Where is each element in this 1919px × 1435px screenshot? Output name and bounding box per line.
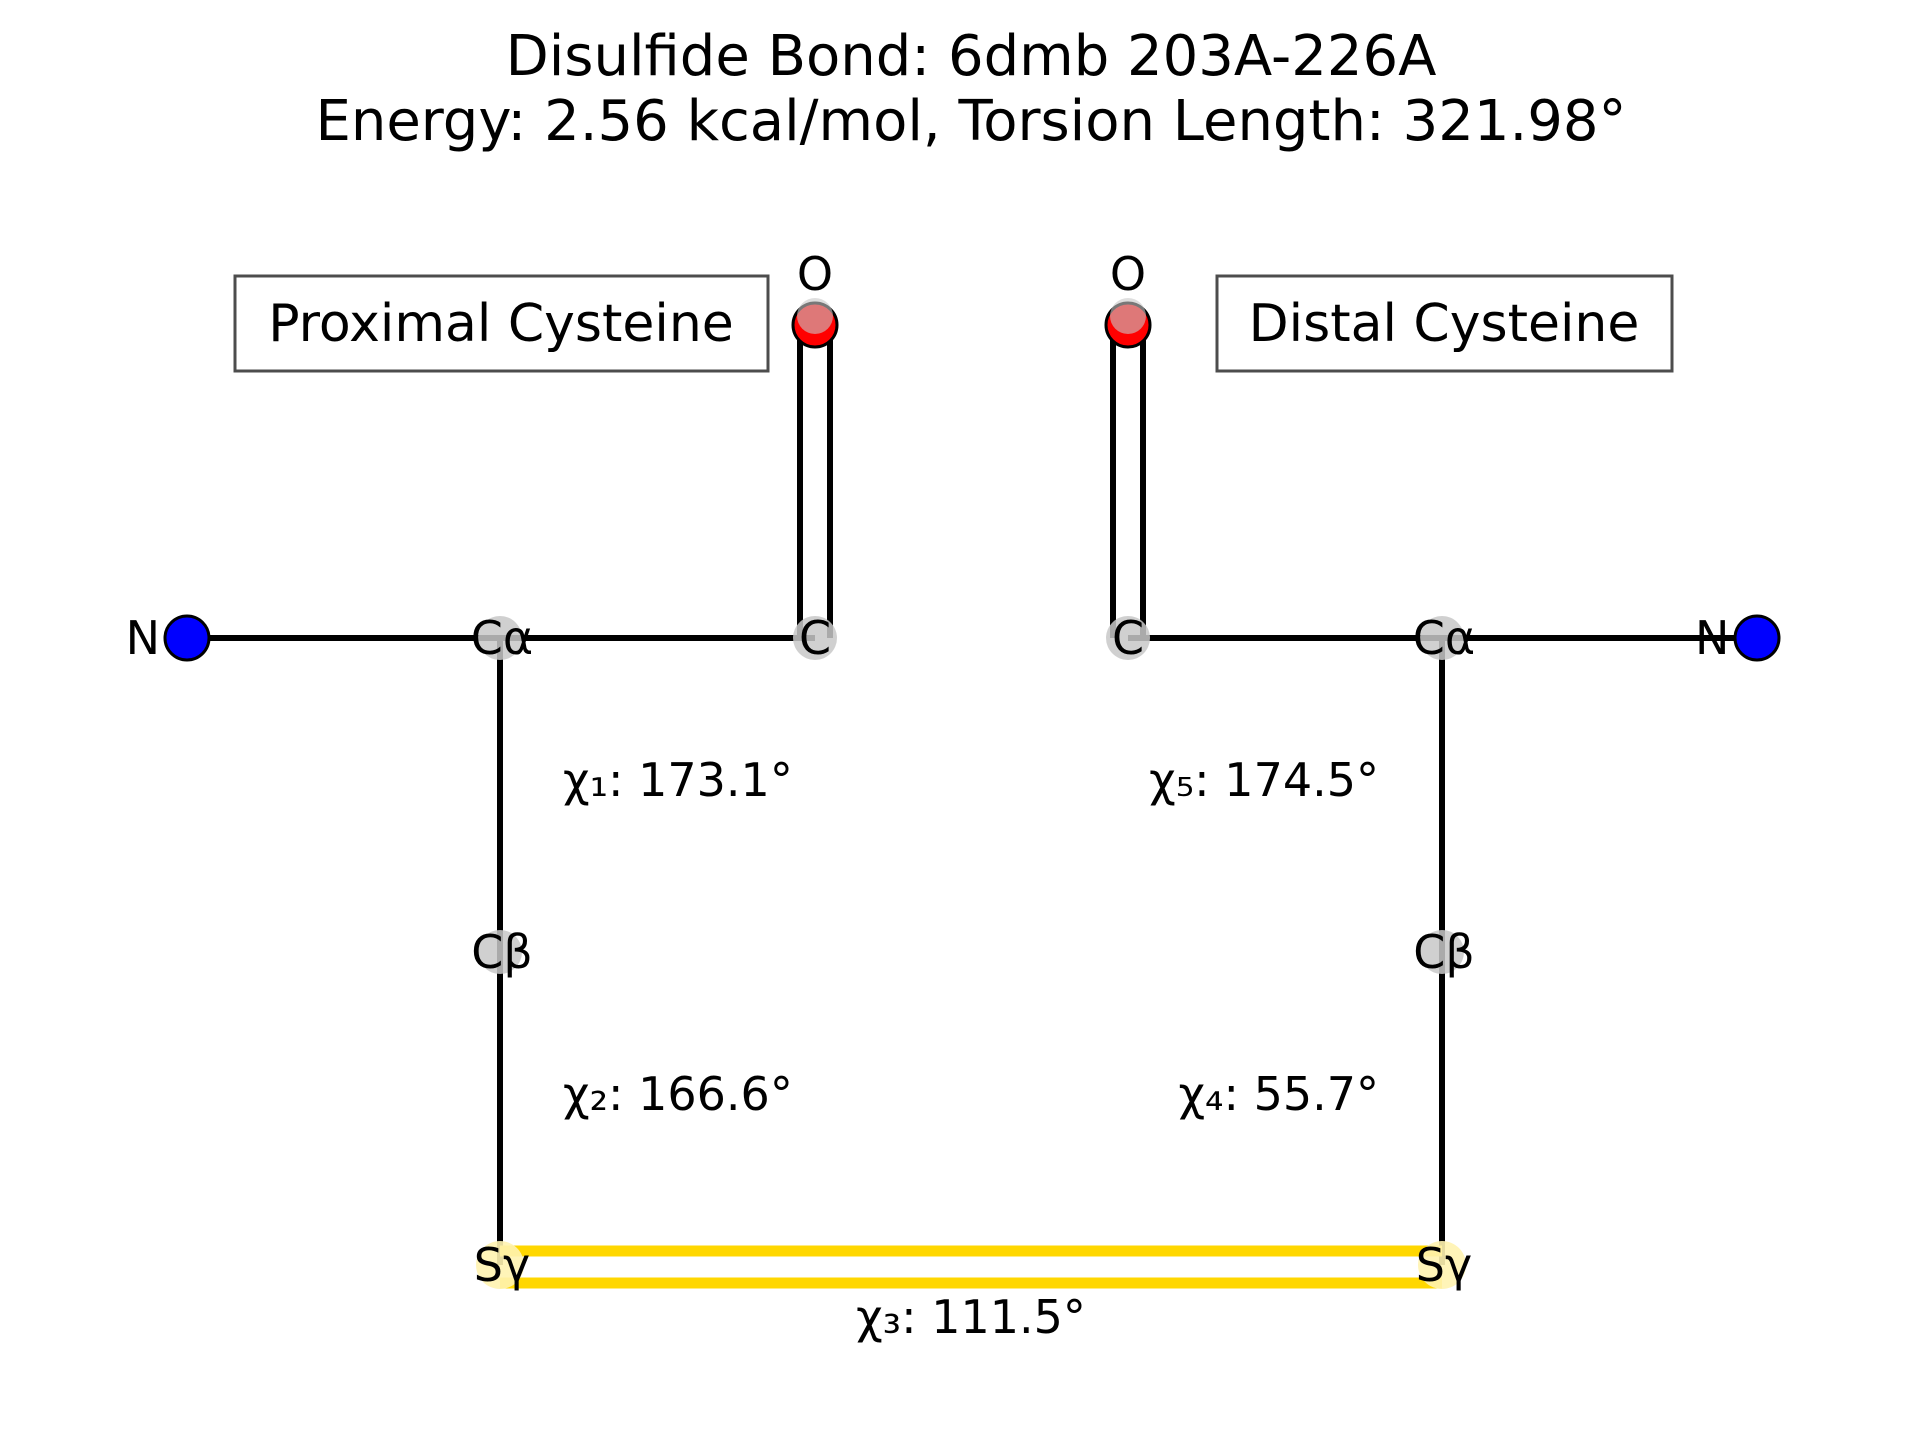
label-proximal-n: N [126, 611, 160, 665]
label-distal-cb: Cβ [1413, 925, 1474, 979]
proximal-cysteine-box: Proximal Cysteine [233, 274, 770, 373]
label-proximal-ca: Cα [471, 611, 533, 665]
atom-distal-cb [1420, 930, 1464, 974]
atom-proximal-ca [478, 616, 522, 660]
atom-proximal-c [793, 616, 837, 660]
distal-box-border [1215, 274, 1674, 373]
atom-labels: N Cα C O Cβ Sγ N Cα C O Cβ Sγ [126, 247, 1730, 1292]
bonds [187, 325, 1757, 1265]
torsion-labels: χ₁: 173.1° χ₂: 166.6° χ₃: 111.5° χ₄: 55.… [563, 753, 1379, 1344]
proximal-box-label: Proximal Cysteine [268, 294, 734, 354]
label-proximal-o: O [797, 247, 833, 301]
chi2-label: χ₂: 166.6° [563, 1067, 793, 1121]
title-line-2: Energy: 2.56 kcal/mol, Torsion Length: 3… [315, 89, 1626, 154]
atom-proximal-n [163, 614, 211, 662]
label-distal-n: N [1695, 611, 1729, 665]
label-distal-ca: Cα [1413, 611, 1475, 665]
label-proximal-cb: Cβ [471, 925, 532, 979]
atom-distal-o-halo [1110, 298, 1146, 334]
atom-distal-ca [1420, 616, 1464, 660]
atoms [163, 298, 1781, 1289]
atom-distal-n [1733, 614, 1781, 662]
label-distal-o: O [1110, 247, 1146, 301]
atom-distal-sg [1418, 1241, 1466, 1289]
label-proximal-sg: Sγ [474, 1238, 530, 1292]
atom-proximal-cb [478, 930, 522, 974]
chi3-label: χ₃: 111.5° [856, 1290, 1086, 1344]
atom-proximal-o-halo [797, 298, 833, 334]
proximal-box-border [233, 274, 770, 373]
label-proximal-c: C [799, 611, 831, 665]
title-line-1: Disulfide Bond: 6dmb 203A-226A [506, 24, 1437, 89]
distal-box-label: Distal Cysteine [1249, 294, 1640, 354]
label-distal-sg: Sγ [1416, 1238, 1472, 1292]
label-distal-c: C [1112, 611, 1144, 665]
atom-proximal-sg [476, 1241, 524, 1289]
chi1-label: χ₁: 173.1° [563, 753, 793, 807]
disulfide-bond [500, 1245, 1442, 1289]
distal-cysteine-box: Distal Cysteine [1215, 274, 1674, 373]
chi4-label: χ₄: 55.7° [1178, 1067, 1379, 1121]
atom-distal-c [1106, 616, 1150, 660]
chi5-label: χ₅: 174.5° [1149, 753, 1379, 807]
